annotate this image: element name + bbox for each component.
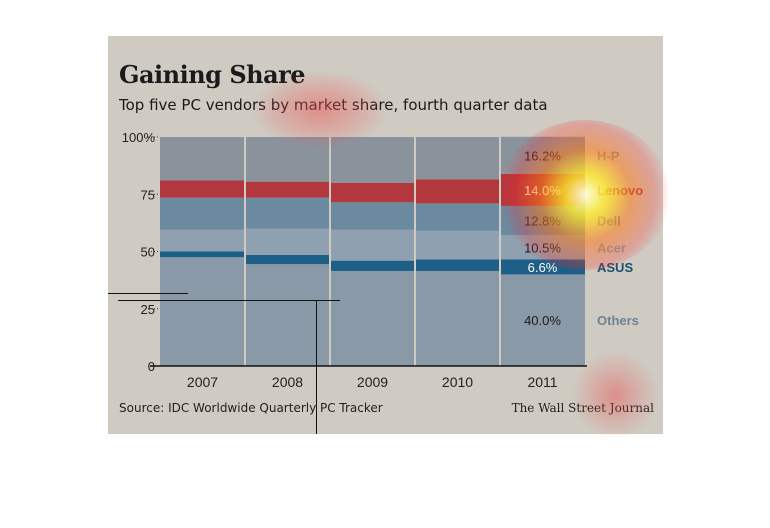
bar-segment-acer-2007 xyxy=(160,229,245,252)
bar-segment-dell-2007 xyxy=(160,197,245,230)
bar-segment-acer-2009 xyxy=(330,229,415,261)
y-tick-label: 75 xyxy=(141,187,155,202)
bar-segment-hp-2009 xyxy=(330,137,415,183)
guide-line-horizontal xyxy=(118,300,340,301)
bar-segment-asus-2007 xyxy=(160,251,245,258)
bar-segment-hp-2008 xyxy=(245,137,330,182)
data-label-dell: 12.8% xyxy=(524,214,561,229)
bar-segment-dell-2010 xyxy=(415,203,500,231)
bar-segment-acer-2008 xyxy=(245,228,330,255)
guide-line-vertical xyxy=(316,300,317,434)
x-tick-label: 2008 xyxy=(272,374,303,390)
bar-segment-asus-2010 xyxy=(415,259,500,271)
y-tick-label: 100% xyxy=(122,130,156,145)
bar-segment-others-2011 xyxy=(500,274,585,366)
legend-label-acer: Acer xyxy=(597,240,626,255)
legend-label-hp: H-P xyxy=(597,148,620,163)
bar-segment-acer-2010 xyxy=(415,230,500,260)
x-tick-label: 2007 xyxy=(187,374,218,390)
x-tick-label: 2010 xyxy=(442,374,473,390)
y-tick-label: 25 xyxy=(141,302,155,317)
data-label-asus: 6.6% xyxy=(528,260,558,275)
legend-label-lenovo: Lenovo xyxy=(597,183,643,198)
bar-segment-lenovo-2010 xyxy=(415,179,500,204)
bar-segment-asus-2008 xyxy=(245,254,330,265)
bar-segment-lenovo-2009 xyxy=(330,182,415,203)
bar-segment-dell-2008 xyxy=(245,197,330,229)
legend-label-others: Others xyxy=(597,313,639,328)
data-label-lenovo: 14.0% xyxy=(524,183,561,198)
x-tick-label: 2009 xyxy=(357,374,388,390)
bar-segment-others-2010 xyxy=(415,270,500,366)
publisher-credit: The Wall Street Journal xyxy=(511,401,654,415)
data-label-hp: 16.2% xyxy=(524,148,561,163)
bar-segment-hp-2010 xyxy=(415,137,500,180)
legend-label-dell: Dell xyxy=(597,214,621,229)
guide-line-horizontal xyxy=(108,293,188,294)
legend-label-asus: ASUS xyxy=(597,260,633,275)
bar-segment-others-2009 xyxy=(330,270,415,366)
bar-segment-lenovo-2007 xyxy=(160,180,245,198)
bar-segment-hp-2007 xyxy=(160,137,245,181)
bar-segment-others-2007 xyxy=(160,257,245,366)
bar-segment-others-2008 xyxy=(245,264,330,366)
source-note: Source: IDC Worldwide Quarterly PC Track… xyxy=(119,401,383,415)
data-label-acer: 10.5% xyxy=(524,240,561,255)
x-tick-label: 2011 xyxy=(527,374,557,390)
bar-segment-lenovo-2008 xyxy=(245,181,330,198)
bar-segment-asus-2009 xyxy=(330,260,415,271)
bar-segment-dell-2009 xyxy=(330,202,415,230)
data-label-others: 40.0% xyxy=(524,313,561,328)
y-tick-label: 50 xyxy=(141,245,155,260)
